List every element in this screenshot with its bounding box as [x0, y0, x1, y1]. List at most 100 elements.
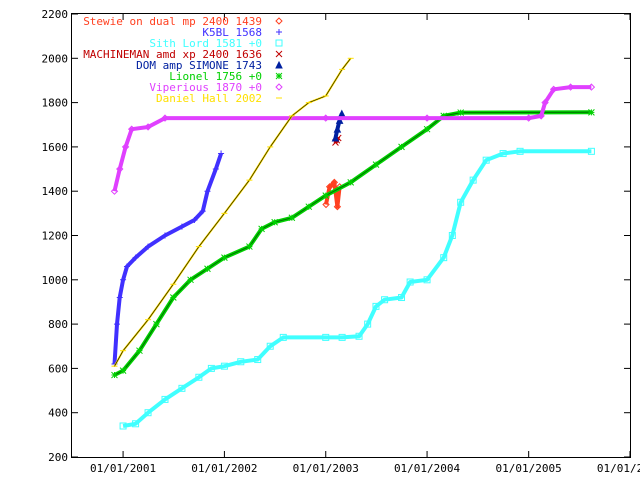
legend-marker [275, 39, 283, 47]
data-point [482, 156, 490, 164]
data-point [423, 276, 431, 284]
x-tick-label: 01/01/2004 [394, 462, 461, 475]
data-point [116, 294, 123, 301]
data-point [355, 332, 363, 340]
legend-marker [275, 83, 283, 91]
x-tick-label: 01/01/2001 [90, 462, 156, 475]
legend-label: Stewie on dual mp 2400 1439 [83, 15, 262, 28]
y-tick-label: 400 [48, 407, 68, 420]
data-point [457, 109, 465, 116]
data-point [322, 192, 330, 199]
data-point [406, 278, 414, 286]
data-point [588, 108, 595, 116]
data-point [288, 214, 296, 222]
data-point [187, 276, 194, 284]
x-tick-label: 01/01/2006 [597, 462, 640, 475]
data-point [113, 321, 120, 328]
legend-label: MACHINEMAN amd xp 2400 1636 [83, 48, 262, 61]
data-point [178, 384, 186, 392]
data-point [347, 178, 355, 186]
x-tick-label: 01/01/2003 [293, 462, 359, 475]
series-3 [119, 147, 595, 430]
data-point [178, 223, 185, 230]
data-point [191, 216, 198, 223]
legend-label: Viperious 1870 +0 [149, 81, 262, 94]
data-point [333, 125, 342, 133]
data-point [330, 178, 339, 187]
data-point [199, 208, 206, 215]
y-axis: 200 400 600 800 1000 1200 1400 1600 1800 2000 2200 [42, 8, 630, 464]
y-tick-label: 200 [48, 451, 68, 464]
series-line [122, 149, 592, 428]
data-point [120, 276, 127, 283]
data-point [335, 116, 344, 124]
y-tick-label: 800 [48, 318, 68, 331]
legend-marker [275, 17, 283, 25]
x-tick-label: 01/01/2002 [191, 462, 257, 475]
data-point [212, 166, 219, 173]
data-point [398, 143, 405, 151]
data-point [457, 198, 465, 206]
data-point [144, 409, 152, 417]
data-point [266, 342, 274, 350]
data-point [448, 232, 456, 239]
data-point [221, 254, 228, 262]
data-point [587, 83, 596, 91]
y-tick-label: 1200 [42, 230, 69, 243]
legend-label: Lionel 1756 +0 [169, 70, 262, 83]
data-point [127, 125, 136, 133]
series-5 [331, 109, 346, 142]
data-point [258, 225, 265, 233]
legend-marker [275, 72, 283, 80]
data-point [364, 320, 372, 328]
data-point [121, 143, 130, 151]
data-point [119, 422, 127, 430]
data-point [132, 420, 140, 428]
data-point [325, 183, 334, 191]
data-point [549, 85, 558, 94]
legend-label: Sith Lord 1581 +0 [149, 37, 262, 50]
data-point [398, 294, 406, 302]
data-point [254, 356, 262, 364]
data-point [246, 243, 253, 250]
series-2 [111, 150, 225, 367]
data-point [516, 147, 524, 155]
series-7 [110, 83, 596, 195]
data-point [119, 367, 127, 374]
plot-frame [71, 13, 631, 458]
data-point [132, 254, 139, 261]
series-layer [110, 57, 596, 430]
data-point [338, 333, 346, 341]
data-point [499, 150, 507, 158]
data-point [305, 203, 313, 211]
data-point [541, 98, 549, 107]
data-point [220, 362, 228, 370]
data-point [524, 114, 533, 122]
y-tick-label: 1000 [42, 274, 69, 287]
data-point [218, 150, 225, 157]
legend-marker [275, 50, 283, 58]
data-point [440, 112, 448, 120]
data-point [161, 114, 169, 122]
data-point [537, 112, 545, 120]
x-tick-label: 01/01/2005 [496, 462, 562, 475]
data-point [204, 265, 211, 273]
x-axis: 01/01/2001 01/01/2002 01/01/2003 01/01/2004… [90, 14, 640, 475]
y-tick-label: 600 [48, 362, 68, 375]
data-point [469, 176, 477, 184]
data-point [110, 187, 119, 195]
data-point [162, 232, 168, 239]
data-point [322, 200, 330, 209]
data-point [423, 125, 431, 133]
series-line [112, 152, 223, 365]
legend-marker [275, 60, 283, 69]
data-point [331, 133, 340, 142]
data-point [195, 373, 203, 381]
data-point [440, 254, 448, 262]
y-tick-label: 2200 [42, 8, 69, 21]
y-tick-label: 2000 [42, 52, 69, 65]
data-point [587, 147, 595, 155]
data-point [322, 333, 330, 341]
data-point [271, 218, 279, 226]
